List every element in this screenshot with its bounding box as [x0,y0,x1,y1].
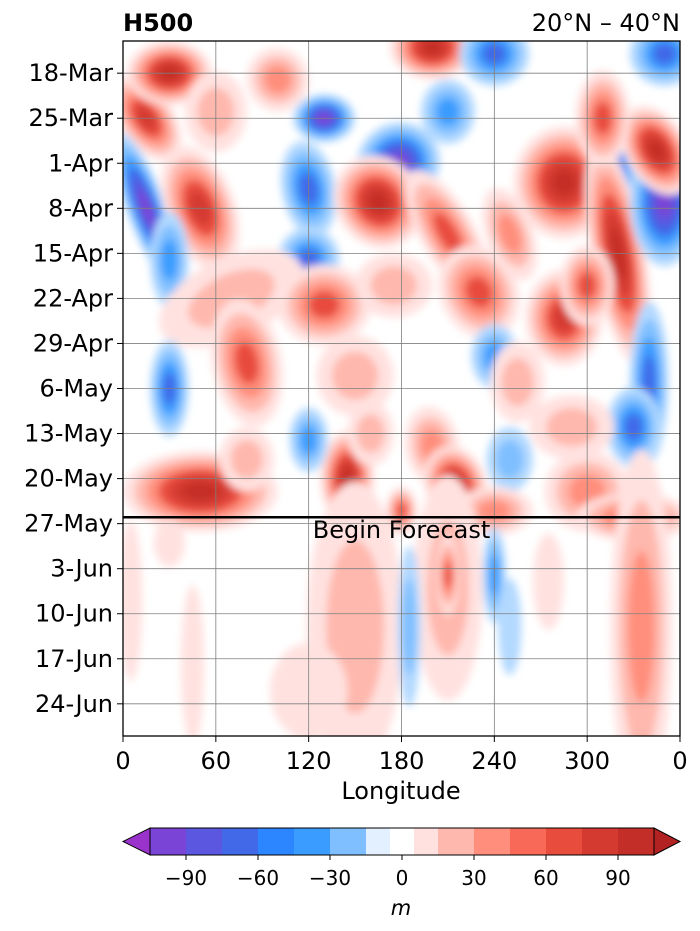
x-axis-label: Longitude [341,777,460,805]
y-tick-label: 1-Apr [48,149,113,177]
y-tick-label: 3-Jun [50,555,113,583]
y-tick-label: 25-Mar [29,104,114,132]
y-tick-label: 27-May [24,510,113,538]
colorbar-segment [294,828,330,855]
positive-anomaly [370,266,417,305]
positive-anomaly [368,191,389,213]
colorbar-segment [438,828,474,855]
chart-title-right: 20°N – 40°N [532,9,680,37]
y-tick-label: 10-Jun [35,600,113,628]
positive-anomaly [182,482,219,501]
colorbar-segment [582,828,618,855]
y-tick-label: 8-Apr [48,194,113,222]
colorbar-segment [546,828,582,855]
colorbar: −90 −60 −30 0 30 60 90 [121,827,682,890]
positive-anomaly [498,214,522,254]
y-tick-label: 29-Apr [33,329,113,357]
negative-anomaly [495,439,524,479]
positive-anomaly [546,407,598,447]
negative-anomaly [624,413,643,441]
negative-anomaly [652,43,677,65]
colorbar-segment [414,828,438,855]
negative-anomaly [402,578,417,675]
negative-anomaly [498,578,522,675]
y-tick-label: 18-Mar [29,59,114,87]
colorbar-segment [186,828,222,855]
colorbar-tick-label: −60 [237,866,279,890]
y-tick-label: 24-Jun [35,690,113,718]
colorbar-segment [330,828,366,855]
positive-anomaly [648,140,666,161]
colorbar-segment [510,828,546,855]
x-tick-label: 0 [672,747,687,775]
x-axis: 0 60 120 180 240 300 0 [115,736,688,775]
colorbar-segment [150,828,186,855]
colorbar-tick-label: −90 [165,866,207,890]
negative-anomaly [436,97,460,126]
positive-anomaly [501,357,534,407]
colorbar-segment [366,828,390,855]
colorbar-extend-min [121,827,151,856]
x-tick-label: 0 [115,747,130,775]
colorbar-tick-label: 30 [461,866,486,890]
y-tick-label: 20-May [24,465,113,493]
colorbar-segment [258,828,294,855]
positive-anomaly [552,169,576,196]
positive-anomaly [181,584,205,736]
colorbar-tick-label: −30 [309,866,351,890]
positive-anomaly [234,341,259,384]
x-tick-label: 300 [564,747,610,775]
positive-anomaly [331,351,379,400]
colorbar-tick-label: 90 [605,866,630,890]
positive-anomaly [465,276,493,308]
colorbar-extend-max [653,827,682,856]
anomaly-field [123,41,680,736]
positive-anomaly [533,533,564,630]
chart-title-left: H500 [123,9,193,37]
colorbar-segment [618,828,654,855]
y-tick-label: 15-Apr [33,239,113,267]
positive-anomaly [308,291,340,319]
y-tick-label: 17-Jun [35,645,113,673]
colorbar-segment [474,828,510,855]
colorbar-label: m [391,896,411,920]
x-tick-label: 240 [471,747,517,775]
x-tick-label: 180 [379,747,425,775]
positive-anomaly [422,41,443,55]
forecast-label: Begin Forecast [313,516,491,544]
y-tick-label: 13-May [24,420,113,448]
positive-anomaly [230,439,264,479]
colorbar-segment [390,828,414,855]
colorbar-segment [222,828,258,855]
x-tick-label: 60 [201,747,232,775]
negative-anomaly [161,239,178,281]
colorbar-tick-label: 60 [533,866,558,890]
positive-anomaly [153,518,185,568]
positive-anomaly [433,212,463,256]
y-tick-label: 22-Apr [33,284,113,312]
y-axis: 18-Mar 25-Mar 1-Apr 8-Apr 15-Apr 22-Apr 29-Apr… [24,59,123,718]
positive-anomaly [444,561,452,589]
positive-anomaly [264,65,292,94]
positive-anomaly [123,520,143,682]
y-tick-label: 6-May [39,375,113,403]
colorbar-tick-label: 0 [396,866,409,890]
x-tick-label: 120 [286,747,332,775]
positive-anomaly [628,550,655,703]
